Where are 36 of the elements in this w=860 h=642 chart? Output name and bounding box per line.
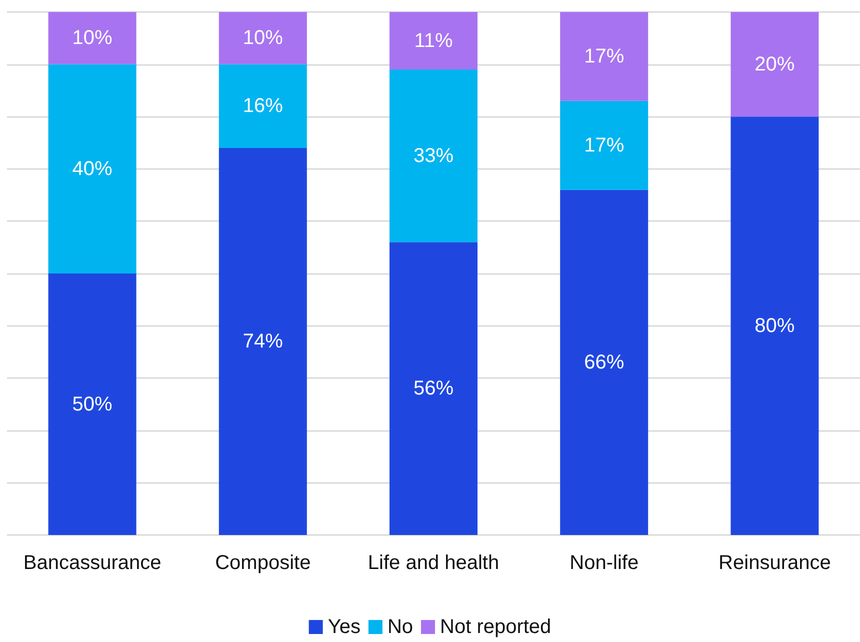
bar: [560, 100, 648, 190]
data-label: 17%: [584, 45, 624, 68]
legend-label: Not reported: [440, 616, 552, 638]
data-label: 11%: [414, 30, 453, 52]
bar: [48, 12, 136, 64]
legend-label: Yes: [328, 616, 360, 638]
data-label: 50%: [72, 393, 113, 416]
bar: [218, 64, 307, 148]
bar: [218, 12, 307, 64]
x-tick-label: Non-life: [570, 552, 639, 574]
data-label: 17%: [584, 134, 624, 156]
x-tick-label: Life and health: [368, 552, 500, 574]
legend-label: No: [387, 616, 414, 638]
bar: [218, 148, 307, 535]
x-tick-label: Composite: [215, 552, 311, 574]
data-label: 16%: [242, 95, 284, 118]
data-label: 20%: [754, 53, 795, 76]
bar: [390, 70, 478, 242]
bar: [390, 12, 478, 70]
data-label: 66%: [584, 351, 624, 374]
data-label: 33%: [413, 144, 454, 167]
bar: [560, 12, 648, 101]
bar: [730, 12, 819, 117]
data-label: 10%: [242, 27, 284, 50]
data-label: 80%: [754, 314, 795, 337]
bar: [390, 242, 478, 535]
x-tick-label: Reinsurance: [718, 552, 831, 574]
x-tick-label: Bancassurance: [23, 552, 162, 574]
bar: [48, 274, 136, 535]
bar: [730, 116, 819, 535]
bar: [560, 190, 648, 535]
data-label: 74%: [242, 330, 284, 352]
data-label: 56%: [413, 378, 454, 400]
data-label: 40%: [72, 158, 113, 180]
bar: [48, 64, 136, 274]
data-label: 10%: [72, 27, 113, 50]
